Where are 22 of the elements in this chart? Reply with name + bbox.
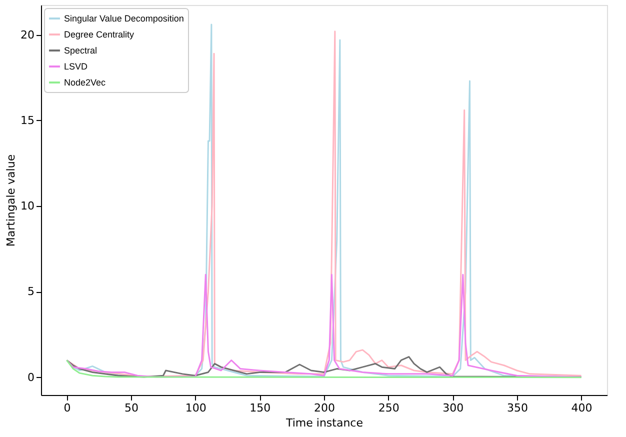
x-tick-label: 0 <box>64 402 71 414</box>
x-tick-label: 350 <box>506 402 528 414</box>
legend-label: LSVD <box>64 62 88 72</box>
y-tick-label: 15 <box>20 114 34 127</box>
y-tick-label: 20 <box>20 28 34 42</box>
y-axis-title: Martingale value <box>4 154 18 247</box>
x-tick-label: 50 <box>124 402 139 414</box>
y-tick-label: 0 <box>28 370 34 384</box>
x-axis-title: Time instance <box>284 416 364 430</box>
y-tick-label: 10 <box>20 200 34 213</box>
x-tick-label: 100 <box>185 402 206 414</box>
y-tick-label: 5 <box>28 285 34 298</box>
x-tick-label: 150 <box>250 402 271 414</box>
legend-label: Node2Vec <box>64 78 106 88</box>
x-tick-label: 300 <box>442 402 464 414</box>
legend-label: Degree Centrality <box>64 30 135 40</box>
line-series <box>66 274 582 378</box>
legend-label: Singular Value Decomposition <box>64 14 184 24</box>
x-tick-label: 400 <box>571 402 592 414</box>
x-tick-label: 250 <box>378 402 400 414</box>
x-tick-label: 200 <box>314 402 335 414</box>
legend-label: Spectral <box>64 46 98 56</box>
